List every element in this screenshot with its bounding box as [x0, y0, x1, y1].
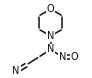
Text: N: N	[47, 31, 54, 41]
Text: N: N	[59, 52, 66, 62]
Text: O: O	[70, 52, 78, 62]
Text: O: O	[47, 4, 54, 14]
Text: N: N	[47, 44, 54, 54]
Text: N: N	[13, 66, 20, 76]
